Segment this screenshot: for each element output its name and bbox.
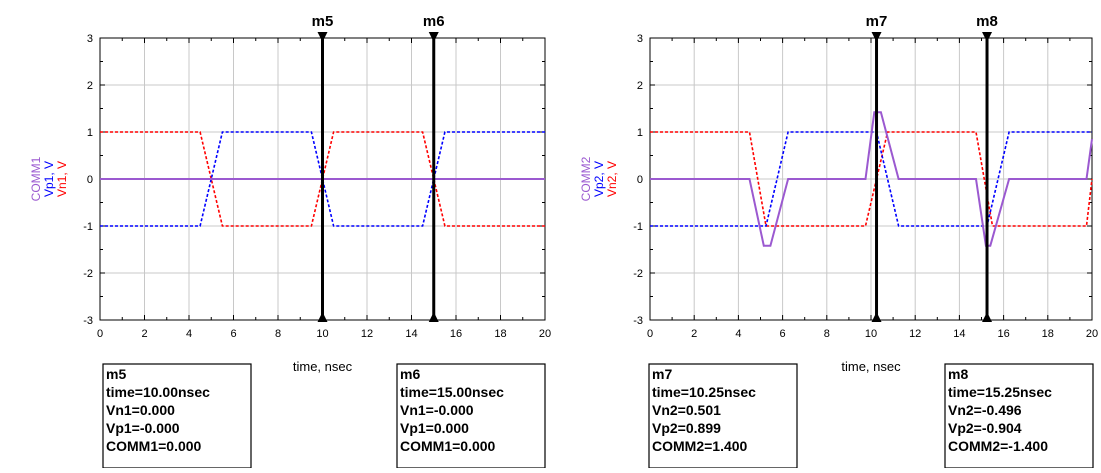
readout-line: COMM1=0.000 <box>106 438 202 454</box>
y-tick-label: 0 <box>637 174 643 186</box>
series-comm2 <box>650 111 1093 247</box>
marker-readout-m6[interactable]: m6 time=15.00nsec Vn1=-0.000 Vp1=0.000 COMM1… <box>396 363 546 469</box>
series-vp2 <box>650 131 1092 227</box>
readout-line: Vn2=-0.496 <box>948 402 1022 418</box>
x-tick-label: 0 <box>97 328 103 340</box>
series-vp1 <box>100 131 545 227</box>
marker-top-arrow-m7[interactable] <box>871 32 882 42</box>
readout-line: COMM1=0.000 <box>400 438 496 454</box>
y-axis-label: Vp2, V <box>592 161 606 197</box>
y-tick-label: 3 <box>637 33 643 45</box>
y-tick-label: -1 <box>83 221 93 233</box>
readout-line: m8 <box>948 366 968 382</box>
x-tick-label: 6 <box>780 328 786 340</box>
marker-readout-m7[interactable]: m7 time=10.25nsec Vn2=0.501 Vp2=0.899 COMM2=… <box>648 363 798 469</box>
readout-line: time=15.25nsec <box>948 384 1052 400</box>
marker-bottom-arrow-m7[interactable] <box>871 312 882 322</box>
x-tick-label: 16 <box>450 328 462 340</box>
marker-readout-m8[interactable]: m8 time=15.25nsec Vn2=-0.496 Vp2=-0.904 COMM… <box>944 363 1094 469</box>
y-axis-label: Vn2, V <box>605 161 619 197</box>
y-tick-label: 0 <box>87 174 93 186</box>
y-axis-label: Vp1, V <box>42 161 56 197</box>
x-tick-label: 18 <box>494 328 506 340</box>
marker-bottom-arrow-m5[interactable] <box>317 312 328 322</box>
marker-top-arrow-m6[interactable] <box>428 32 439 42</box>
readout-line: Vp2=-0.904 <box>948 420 1022 436</box>
y-axis-label: Vn1, V <box>55 161 69 197</box>
x-tick-label: 8 <box>824 328 830 340</box>
y-axis-label: COMM1 <box>29 156 43 201</box>
readout-line: COMM2=1.400 <box>652 438 748 454</box>
x-axis-label: time, nsec <box>841 359 901 374</box>
x-tick-label: 14 <box>953 328 965 340</box>
x-tick-label: 10 <box>865 328 877 340</box>
x-tick-label: 14 <box>405 328 417 340</box>
readout-line: m6 <box>400 366 420 382</box>
readout-line: m7 <box>652 366 672 382</box>
readout-line: time=10.00nsec <box>106 384 210 400</box>
y-tick-label: 2 <box>637 80 643 92</box>
x-tick-label: 12 <box>909 328 921 340</box>
y-tick-label: -1 <box>633 221 643 233</box>
series-vn2 <box>650 131 1093 227</box>
x-tick-label: 6 <box>230 328 236 340</box>
readout-line: Vn2=0.501 <box>652 402 721 418</box>
x-tick-label: 16 <box>997 328 1009 340</box>
readout-line: time=10.25nsec <box>652 384 756 400</box>
marker-label-m7: m7 <box>866 13 888 30</box>
x-tick-label: 8 <box>275 328 281 340</box>
y-tick-label: -2 <box>83 268 93 280</box>
y-tick-label: 1 <box>637 127 643 139</box>
y-tick-label: 3 <box>87 33 93 45</box>
y-tick-label: -3 <box>83 315 93 327</box>
readout-line: Vp1=0.000 <box>400 420 469 436</box>
x-tick-label: 0 <box>647 328 653 340</box>
x-tick-label: 18 <box>1042 328 1054 340</box>
y-tick-label: -2 <box>633 268 643 280</box>
marker-label-m8: m8 <box>976 13 998 30</box>
x-tick-label: 2 <box>691 328 697 340</box>
marker-top-arrow-m8[interactable] <box>982 32 993 42</box>
readout-box <box>944 363 1094 469</box>
readout-line: Vp2=0.899 <box>652 420 721 436</box>
readout-box <box>648 363 798 469</box>
x-tick-label: 20 <box>1086 328 1098 340</box>
x-tick-label: 4 <box>186 328 192 340</box>
readout-line: time=15.00nsec <box>400 384 504 400</box>
x-tick-label: 12 <box>361 328 373 340</box>
readout-line: Vn1=-0.000 <box>400 402 474 418</box>
readout-line: Vp1=-0.000 <box>106 420 180 436</box>
y-tick-label: -3 <box>633 315 643 327</box>
y-tick-label: 1 <box>87 127 93 139</box>
y-tick-label: 2 <box>87 80 93 92</box>
x-tick-label: 2 <box>141 328 147 340</box>
readout-line: m5 <box>106 366 126 382</box>
readout-line: COMM2=-1.400 <box>948 438 1048 454</box>
y-axis-label: COMM2 <box>579 156 593 201</box>
x-axis-label: time, nsec <box>293 359 353 374</box>
readout-line: Vn1=0.000 <box>106 402 175 418</box>
x-tick-label: 10 <box>316 328 328 340</box>
marker-readout-m5[interactable]: m5 time=10.00nsec Vn1=0.000 Vp1=-0.000 COMM1… <box>102 363 252 469</box>
x-tick-label: 20 <box>539 328 551 340</box>
marker-bottom-arrow-m8[interactable] <box>982 312 993 322</box>
marker-top-arrow-m5[interactable] <box>317 32 328 42</box>
x-tick-label: 4 <box>735 328 741 340</box>
marker-label-m6: m6 <box>423 13 445 30</box>
marker-label-m5: m5 <box>312 13 334 30</box>
series-vn1 <box>100 131 545 227</box>
marker-bottom-arrow-m6[interactable] <box>428 312 439 322</box>
readout-box <box>396 363 546 469</box>
